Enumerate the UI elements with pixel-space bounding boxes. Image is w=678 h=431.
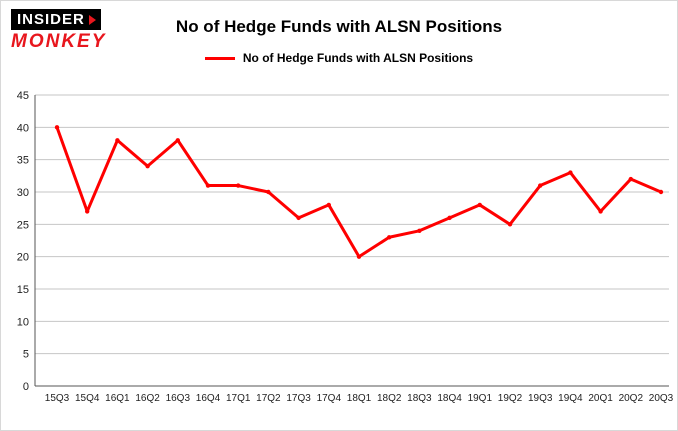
data-point bbox=[175, 138, 180, 143]
x-tick-label: 19Q4 bbox=[558, 393, 583, 404]
data-point bbox=[205, 183, 211, 188]
data-point bbox=[477, 202, 482, 208]
x-tick-label: 16Q1 bbox=[105, 393, 130, 404]
x-tick-label: 19Q3 bbox=[528, 393, 553, 404]
data-point bbox=[628, 176, 633, 182]
data-point bbox=[598, 209, 603, 214]
x-tick-label: 16Q2 bbox=[135, 393, 160, 404]
y-tick-label: 35 bbox=[17, 155, 29, 167]
x-tick-label: 17Q2 bbox=[256, 393, 281, 404]
insider-monkey-logo: INSIDER MONKEY bbox=[11, 9, 106, 51]
logo-triangle-icon bbox=[88, 14, 96, 25]
y-tick-label: 40 bbox=[17, 122, 29, 134]
y-tick-label: 10 bbox=[17, 316, 29, 328]
data-point bbox=[568, 170, 573, 175]
x-tick-label: 17Q4 bbox=[317, 393, 342, 404]
data-point bbox=[447, 215, 452, 221]
data-point bbox=[417, 228, 422, 233]
data-point bbox=[356, 254, 362, 259]
data-point bbox=[266, 189, 271, 195]
legend-label: No of Hedge Funds with ALSN Positions bbox=[242, 51, 474, 65]
x-tick-label: 20Q1 bbox=[588, 393, 613, 404]
legend-line-swatch bbox=[204, 56, 235, 60]
data-point bbox=[145, 163, 150, 169]
y-tick-label: 15 bbox=[17, 284, 29, 296]
data-point bbox=[115, 138, 120, 143]
data-point bbox=[658, 189, 664, 195]
x-tick-label: 20Q2 bbox=[619, 393, 644, 404]
x-tick-label: 19Q1 bbox=[468, 393, 493, 404]
data-point bbox=[387, 235, 392, 240]
data-point bbox=[85, 209, 90, 214]
x-tick-label: 16Q3 bbox=[166, 393, 191, 404]
chart-title: No of Hedge Funds with ALSN Positions bbox=[175, 17, 503, 36]
x-tick-label: 16Q4 bbox=[196, 393, 221, 404]
chart-header: INSIDER MONKEY No of Hedge Funds with AL… bbox=[1, 1, 677, 89]
data-point bbox=[236, 183, 241, 188]
data-point bbox=[507, 222, 513, 227]
x-tick-label: 19Q2 bbox=[498, 393, 523, 404]
line-chart: 0 5 10 15 20 25 30 35 40 45 15Q3 15Q4 16Q1 16Q2 16Q3 16… bbox=[17, 90, 674, 404]
logo-insider-box: INSIDER bbox=[11, 9, 101, 30]
x-tick-label: 18Q4 bbox=[437, 393, 462, 404]
chart-legend: No of Hedge Funds with ALSN Positions bbox=[1, 51, 677, 65]
data-point bbox=[296, 215, 301, 221]
data-point bbox=[54, 125, 60, 130]
y-tick-label: 30 bbox=[17, 187, 29, 199]
x-tick-label: 18Q2 bbox=[377, 393, 402, 404]
logo-insider-text: INSIDER bbox=[17, 11, 85, 28]
x-tick-label: 20Q3 bbox=[649, 393, 674, 404]
y-tick-label: 25 bbox=[17, 219, 29, 231]
logo-monkey-text: MONKEY bbox=[11, 31, 107, 52]
x-tick-label: 15Q3 bbox=[45, 393, 70, 404]
y-tick-label: 45 bbox=[17, 90, 29, 102]
x-tick-label: 18Q1 bbox=[347, 393, 372, 404]
x-tick-label: 18Q3 bbox=[407, 393, 432, 404]
data-point bbox=[326, 202, 331, 208]
x-tick-label: 17Q1 bbox=[226, 393, 251, 404]
y-tick-label: 5 bbox=[23, 349, 29, 361]
y-tick-label: 20 bbox=[17, 252, 29, 264]
x-tick-label: 17Q3 bbox=[286, 393, 311, 404]
y-tick-label: 0 bbox=[23, 381, 29, 393]
x-tick-label: 15Q4 bbox=[75, 393, 100, 404]
data-point bbox=[538, 183, 543, 188]
